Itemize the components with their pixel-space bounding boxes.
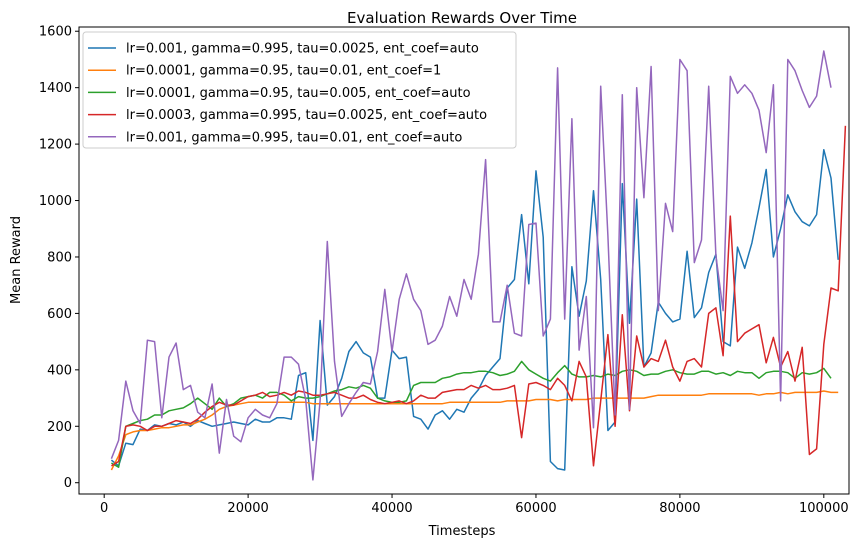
x-tick-label: 40000 bbox=[371, 501, 412, 516]
y-tick-label: 1600 bbox=[39, 25, 72, 40]
y-axis-label: Mean Reward bbox=[9, 216, 24, 304]
plot-area bbox=[78, 26, 850, 495]
legend: lr=0.001, gamma=0.995, tau=0.0025, ent_c… bbox=[82, 31, 517, 149]
x-tick-label: 20000 bbox=[227, 501, 268, 516]
y-axis: 0 200 400 600 800 1000 1200 1400 1600 bbox=[39, 25, 79, 491]
y-tick-label: 400 bbox=[47, 363, 72, 378]
y-tick-label: 1000 bbox=[39, 194, 72, 209]
series-line-4 bbox=[111, 125, 847, 467]
x-tick-label: 100000 bbox=[799, 501, 849, 516]
y-tick-label: 0 bbox=[64, 476, 72, 491]
legend-label-3: lr=0.0001, gamma=0.95, tau=0.005, ent_co… bbox=[126, 86, 471, 101]
chart-title: Evaluation Rewards Over Time bbox=[347, 9, 577, 27]
legend-items: lr=0.001, gamma=0.995, tau=0.0025, ent_c… bbox=[88, 42, 487, 145]
legend-box bbox=[82, 31, 517, 149]
y-tick-label: 200 bbox=[47, 420, 72, 435]
x-tick-label: 80000 bbox=[659, 501, 700, 516]
legend-label-4: lr=0.0003, gamma=0.995, tau=0.0025, ent_… bbox=[126, 108, 487, 123]
legend-label-1: lr=0.001, gamma=0.995, tau=0.0025, ent_c… bbox=[126, 42, 479, 57]
legend-label-2: lr=0.0001, gamma=0.95, tau=0.01, ent_coe… bbox=[126, 64, 441, 79]
x-tick-label: 60000 bbox=[515, 501, 556, 516]
x-axis-label: Timesteps bbox=[428, 524, 496, 539]
x-axis: 0 20000 40000 60000 80000 100000 bbox=[100, 494, 849, 516]
legend-label-5: lr=0.001, gamma=0.995, tau=0.01, ent_coe… bbox=[126, 130, 462, 145]
y-tick-label: 600 bbox=[47, 307, 72, 322]
series-line-1 bbox=[110, 148, 839, 471]
x-tick-label: 0 bbox=[100, 501, 108, 516]
y-tick-label: 1200 bbox=[39, 138, 72, 153]
y-tick-label: 1400 bbox=[39, 81, 72, 96]
series-line-5 bbox=[110, 50, 832, 481]
series-layer bbox=[110, 50, 847, 481]
y-tick-label: 800 bbox=[47, 250, 72, 265]
